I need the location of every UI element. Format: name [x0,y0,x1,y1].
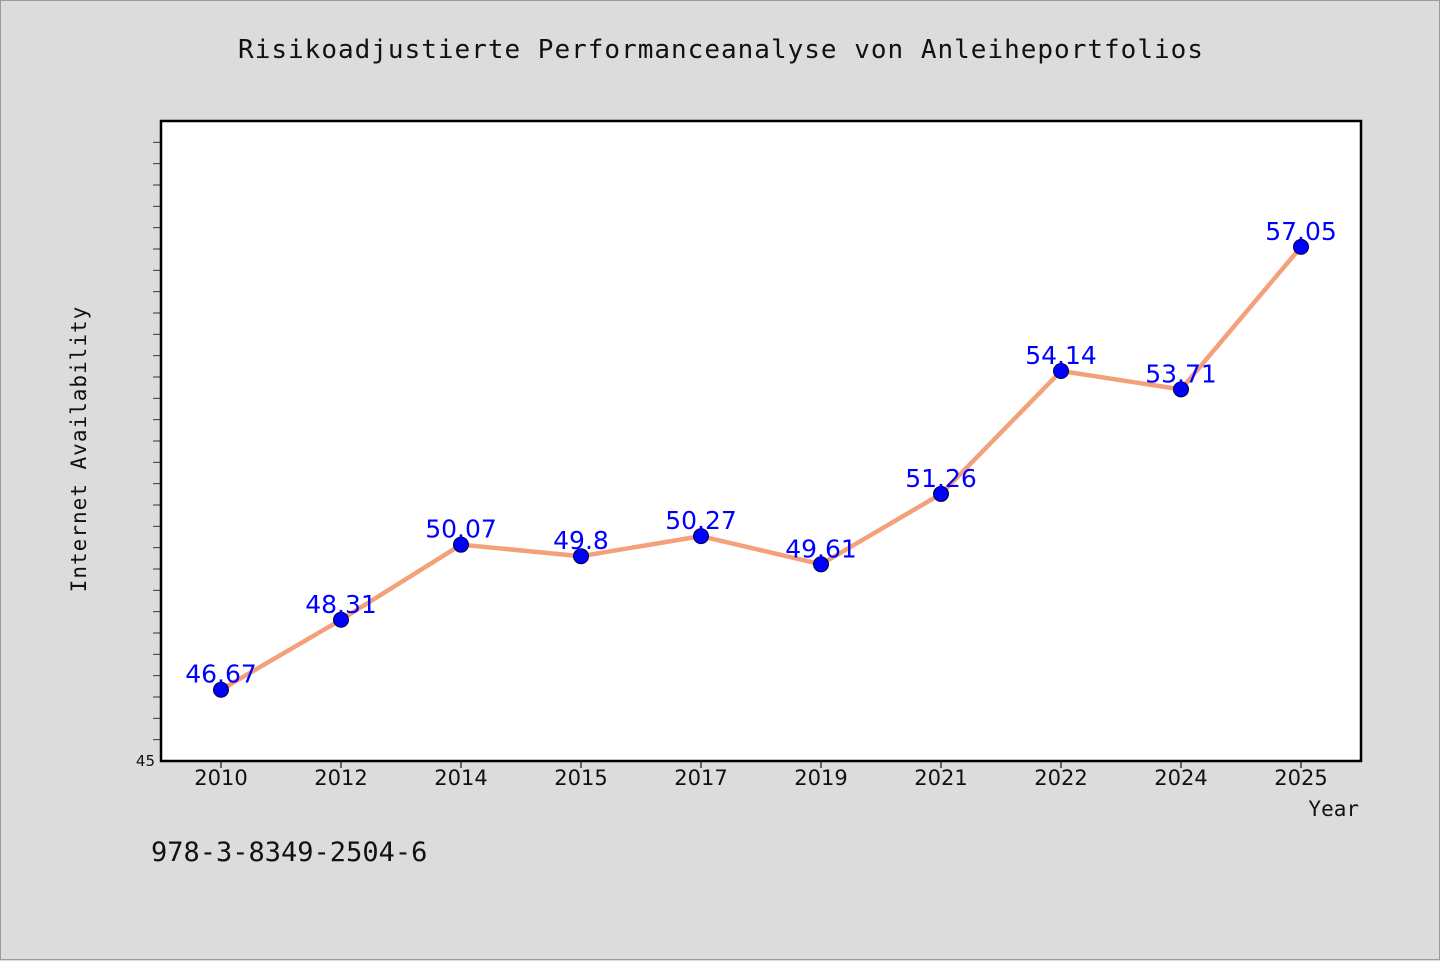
data-point [933,485,949,502]
x-tick-label: 2014 [434,766,487,790]
x-tick-label: 2017 [674,766,727,790]
x-axis-label: Year [1308,797,1359,821]
data-label: 46.67 [185,660,257,689]
data-label: 49.8 [553,526,609,555]
data-label: 50.27 [665,506,737,535]
data-point [333,611,349,628]
data-label: 54.14 [1025,341,1097,370]
x-tick-label: 2015 [554,766,607,790]
data-label: 48.31 [305,590,377,619]
plot-frame [159,119,1363,763]
x-tick-label: 2025 [1274,766,1327,790]
x-tick-label: 2010 [194,766,247,790]
x-tick-label: 2024 [1154,766,1207,790]
data-point [1173,381,1189,398]
data-label: 57.05 [1265,217,1337,246]
isbn-footnote: 978-3-8349-2504-6 [151,837,428,868]
data-point [1293,238,1309,255]
data-point [693,528,709,545]
data-label: 50.07 [425,515,497,544]
data-label: 53.71 [1145,359,1217,388]
data-point [1053,363,1069,380]
x-tick-label: 2022 [1034,766,1087,790]
data-point [813,556,829,573]
data-label: 49.61 [785,534,857,563]
data-point [213,681,229,698]
data-point [573,548,589,565]
data-point [453,536,469,553]
x-tick-label: 2021 [914,766,967,790]
x-tick-label: 2012 [314,766,367,790]
data-label: 51.26 [905,464,977,493]
chart-title: Risikoadjustierte Performanceanalyse von… [238,35,1204,65]
y-tick-label: 45 [136,752,155,770]
plot-area [161,121,1361,761]
series-line [218,244,1304,692]
x-tick-label: 2019 [794,766,847,790]
